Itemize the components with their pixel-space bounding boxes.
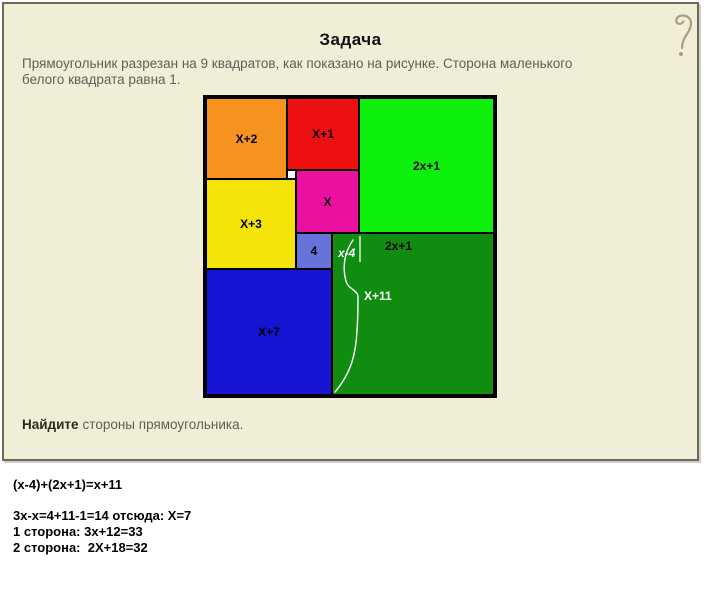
square-4-label: 4 bbox=[310, 244, 318, 258]
square-white-unit bbox=[287, 170, 296, 179]
square-x-plus-7-label: X+7 bbox=[258, 325, 280, 339]
square-4: 4 bbox=[296, 233, 332, 269]
square-x-plus-1-label: X+1 bbox=[312, 127, 334, 141]
square-2x-plus-1-top-label: 2x+1 bbox=[412, 158, 441, 173]
square-x-plus-1: X+1 bbox=[287, 98, 359, 170]
problem-card: Задача Прямоугольник разрезан на 9 квадр… bbox=[2, 2, 699, 461]
square-x-plus-3: X+3 bbox=[206, 179, 296, 269]
page-title: Задача bbox=[319, 30, 382, 49]
square-x-label: X bbox=[323, 194, 332, 209]
solution-side-2: 2 сторона: 2X+18=32 bbox=[13, 540, 148, 555]
problem-statement: Прямоугольник разрезан на 9 квадратов, к… bbox=[22, 56, 662, 88]
square-x: X bbox=[296, 170, 359, 233]
question-mark-icon bbox=[675, 14, 693, 56]
solution-step: 3x-x=4+11-1=14 отсюда: X=7 bbox=[13, 508, 192, 523]
square-2x-plus-1-top: 2x+1 bbox=[359, 98, 494, 233]
square-x-plus-2-label: X+2 bbox=[235, 131, 258, 146]
question-text: стороны прямоугольника. bbox=[82, 417, 244, 432]
problem-statement-line2: белого квадрата равна 1. bbox=[22, 72, 181, 87]
solution-side-1: 1 сторона: 3x+12=33 bbox=[13, 524, 143, 539]
square-x-plus-7: X+7 bbox=[206, 269, 332, 395]
brace-and-tick-marks bbox=[334, 236, 361, 393]
problem-statement-line1: Прямоугольник разрезан на 9 квадратов, к… bbox=[22, 56, 573, 71]
solution-steps: 3x-x=4+11-1=14 отсюда: X=7 1 сторона: 3x… bbox=[13, 508, 191, 556]
square-x-plus-2: X+2 bbox=[206, 98, 287, 179]
label-x-plus-11: X+11 bbox=[364, 289, 392, 303]
label-2x-plus-1-bottom: 2x+1 bbox=[385, 239, 413, 253]
square-x-plus-11: x-4 2x+1 X+11 bbox=[332, 233, 494, 395]
question-line: Найдите стороны прямоугольника. bbox=[22, 417, 243, 432]
square-x-plus-3-label: X+3 bbox=[240, 217, 262, 231]
squares-diagram: X+2 X+1 2x+1 X X+3 4 x-4 2x+1 X+11 X+7 bbox=[203, 95, 497, 398]
question-verb: Найдите bbox=[22, 417, 79, 432]
solution-equation: (x-4)+(2x+1)=x+11 bbox=[13, 477, 123, 492]
